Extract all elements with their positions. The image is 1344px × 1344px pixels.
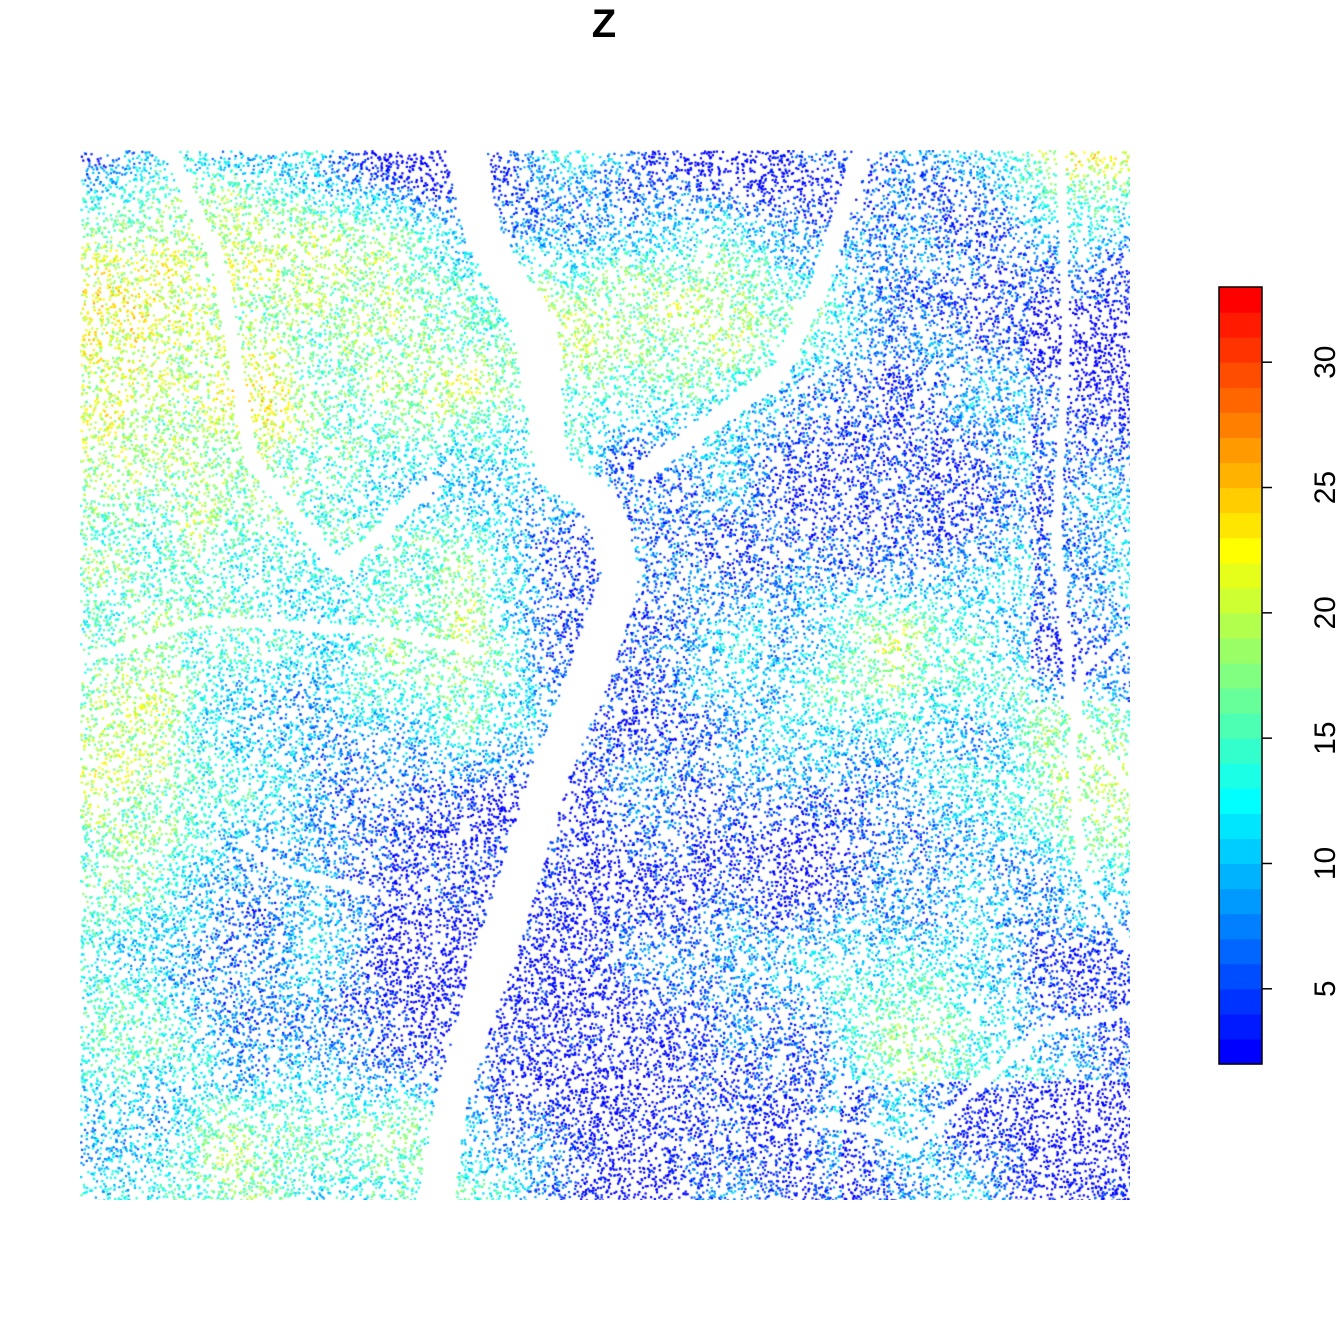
colorbar-tick-label: 10 bbox=[1309, 847, 1342, 880]
colorbar-tick-label: 5 bbox=[1309, 980, 1342, 997]
colorbar-cell bbox=[1219, 838, 1262, 865]
colorbar-cell bbox=[1219, 337, 1262, 363]
colorbar-legend: 5 10 15 20 25 30 bbox=[1218, 286, 1342, 1065]
colorbar-cell bbox=[1219, 863, 1262, 890]
colorbar-cell bbox=[1219, 412, 1262, 438]
colorbar-cell bbox=[1219, 688, 1262, 714]
colorbar-cell bbox=[1219, 437, 1262, 464]
colorbar-cell bbox=[1219, 763, 1262, 789]
colorbar-cell bbox=[1219, 913, 1262, 940]
colorbar-cell bbox=[1219, 963, 1262, 990]
colorbar-cell bbox=[1219, 512, 1262, 539]
colorbar-cell bbox=[1219, 562, 1262, 589]
colorbar-cell bbox=[1219, 637, 1262, 664]
colorbar-cell bbox=[1219, 612, 1262, 639]
colorbar-ticks: 5 10 15 20 25 30 bbox=[1262, 346, 1342, 997]
colorbar-cell bbox=[1219, 462, 1262, 489]
colorbar-frame bbox=[1218, 286, 1263, 1065]
colorbar-tick-label: 20 bbox=[1309, 596, 1342, 629]
colorbar-tick-label: 30 bbox=[1309, 346, 1342, 379]
colorbar-cell bbox=[1219, 537, 1262, 564]
colorbar-cell bbox=[1219, 1013, 1262, 1040]
colorbar-cell bbox=[1219, 662, 1262, 689]
colorbar-cell bbox=[1219, 312, 1262, 338]
colorbar-cell bbox=[1219, 788, 1262, 814]
colorbar-cells bbox=[1219, 287, 1262, 1065]
colorbar-cell bbox=[1219, 362, 1262, 388]
colorbar-cell bbox=[1219, 1038, 1262, 1065]
point-cloud-plot-area bbox=[80, 150, 1130, 1200]
colorbar-cell bbox=[1219, 387, 1262, 413]
chart-title: Z bbox=[591, 2, 617, 46]
colorbar-cell bbox=[1219, 813, 1262, 840]
colorbar-cell bbox=[1219, 487, 1262, 514]
colorbar-cell bbox=[1219, 287, 1262, 313]
colorbar-tick-label: 25 bbox=[1309, 471, 1342, 504]
colorbar-tick-label: 15 bbox=[1309, 721, 1342, 754]
colorbar-cell bbox=[1219, 988, 1262, 1015]
colorbar-cell bbox=[1219, 587, 1262, 614]
colorbar-cell bbox=[1219, 713, 1262, 739]
colorbar-cell bbox=[1219, 888, 1262, 915]
colorbar-cell bbox=[1219, 938, 1262, 965]
colorbar-cell bbox=[1219, 738, 1262, 764]
